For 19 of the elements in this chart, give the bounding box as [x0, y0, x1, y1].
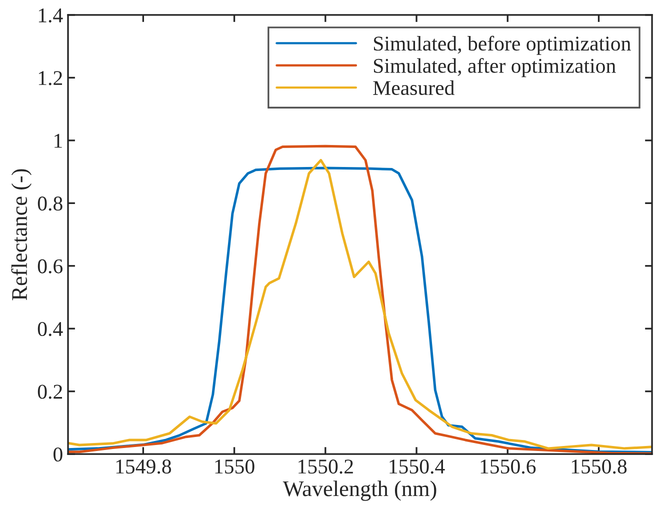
y-tick-label: 0.6: [38, 259, 63, 274]
x-tick-label: 1550.4: [390, 460, 445, 474]
y-tick-label: 0: [54, 447, 62, 462]
legend-label: Simulated, before optimization: [374, 36, 631, 55]
x-tick-label: 1550.8: [572, 460, 627, 474]
x-axis-title: Wavelength (nm): [282, 480, 436, 501]
y-tick-label: 1.4: [38, 8, 63, 22]
x-tick-label: 1550: [215, 460, 254, 474]
legend-label: Simulated, after optimization: [374, 58, 616, 78]
x-tick-label: 1549.8: [116, 460, 172, 474]
y-tick-label: 1.2: [38, 71, 62, 86]
y-axis-title: Reflectance (-): [11, 169, 32, 300]
y-tick-label: 0.8: [38, 196, 62, 211]
y-tick-label: 0.2: [38, 384, 62, 399]
y-tick-label: 0.4: [38, 322, 63, 336]
x-tick-label: 1550.2: [298, 460, 353, 474]
x-tick-label: 1550.6: [480, 460, 536, 474]
legend-label: Measured: [373, 80, 454, 96]
y-tick-label: 1: [54, 134, 62, 148]
